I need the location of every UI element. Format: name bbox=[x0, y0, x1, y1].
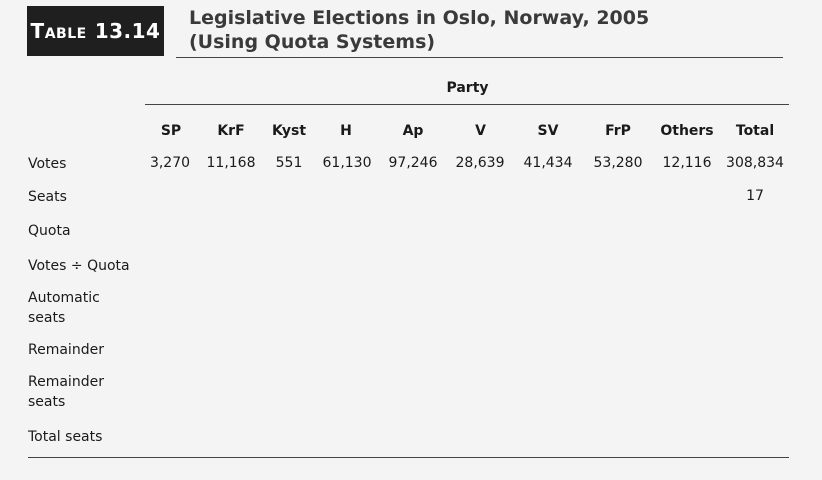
row-label-seats: Seats bbox=[28, 189, 67, 205]
row-label-votes: Votes bbox=[28, 156, 67, 172]
cell-votes-kyst: 551 bbox=[275, 155, 303, 171]
cell-votes-others: 12,116 bbox=[662, 155, 712, 171]
column-header-kyst: Kyst bbox=[271, 123, 307, 139]
column-header-krf: KrF bbox=[217, 123, 245, 139]
cell-votes-total: 308,834 bbox=[726, 155, 784, 171]
table-label-number: 13.14 bbox=[94, 19, 161, 43]
column-header-frp: FrP bbox=[605, 123, 631, 139]
row-label-remainder-seats: Remainder seats bbox=[28, 374, 104, 410]
row-label-total-seats: Total seats bbox=[28, 429, 103, 445]
party-rule bbox=[145, 104, 789, 105]
column-header-sv: SV bbox=[537, 123, 559, 139]
table-label-word: Table bbox=[30, 19, 87, 43]
cell-votes-v: 28,639 bbox=[455, 155, 505, 171]
cell-votes-frp: 53,280 bbox=[593, 155, 643, 171]
table-title-line-2: (Using Quota Systems) bbox=[189, 31, 436, 53]
bottom-rule bbox=[28, 457, 789, 458]
cell-votes-ap: 97,246 bbox=[388, 155, 438, 171]
column-header-total: Total bbox=[735, 123, 775, 139]
column-header-sp: SP bbox=[160, 123, 182, 139]
cell-votes-h: 61,130 bbox=[322, 155, 372, 171]
title-rule bbox=[176, 57, 783, 58]
cell-votes-sp: 3,270 bbox=[149, 155, 191, 171]
row-label-automatic-seats: Automatic seats bbox=[28, 290, 100, 326]
table-title: Legislative Elections in Oslo, Norway, 2… bbox=[189, 6, 649, 54]
row-label-votes-quota: Votes ÷ Quota bbox=[28, 258, 130, 274]
table-number-badge: Table 13.14 bbox=[27, 6, 164, 56]
cell-seats-total: 17 bbox=[746, 188, 764, 204]
party-group-header: Party bbox=[446, 80, 489, 96]
cell-votes-krf: 11,168 bbox=[206, 155, 256, 171]
table-title-line-1: Legislative Elections in Oslo, Norway, 2… bbox=[189, 7, 650, 29]
column-header-h: H bbox=[340, 123, 352, 139]
row-label-remainder: Remainder bbox=[28, 342, 104, 358]
column-header-ap: Ap bbox=[402, 123, 424, 139]
column-header-v: V bbox=[475, 123, 486, 139]
row-label-quota: Quota bbox=[28, 223, 71, 239]
cell-votes-sv: 41,434 bbox=[523, 155, 573, 171]
column-header-others: Others bbox=[660, 123, 714, 139]
